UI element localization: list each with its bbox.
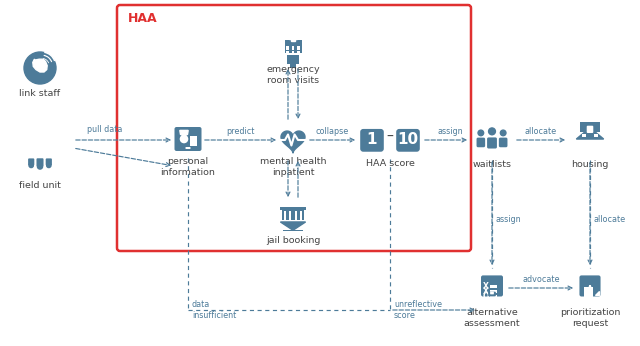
Text: –: – — [387, 130, 394, 144]
FancyBboxPatch shape — [490, 292, 494, 294]
Bar — [291, 64, 296, 68]
Bar — [582, 134, 586, 137]
Text: X: X — [483, 287, 489, 296]
Bar — [292, 46, 294, 50]
FancyBboxPatch shape — [488, 292, 496, 297]
Circle shape — [500, 130, 506, 136]
Circle shape — [488, 128, 495, 135]
Bar — [286, 46, 289, 50]
FancyBboxPatch shape — [579, 275, 600, 297]
Bar — [291, 33, 295, 41]
Bar — [584, 294, 593, 298]
Bar — [297, 46, 300, 50]
Text: advocate: advocate — [522, 275, 560, 284]
Text: HAA: HAA — [128, 12, 157, 25]
Circle shape — [47, 163, 51, 167]
Bar — [284, 211, 287, 220]
Text: HAA score: HAA score — [365, 159, 415, 168]
Text: alternative
assessment: alternative assessment — [464, 308, 520, 328]
Text: collapse: collapse — [316, 127, 349, 137]
Bar — [490, 290, 497, 293]
Text: assign: assign — [437, 127, 463, 137]
Bar — [189, 143, 197, 146]
Polygon shape — [180, 130, 188, 136]
Text: pull data: pull data — [87, 126, 123, 135]
Text: mental health
inpatient: mental health inpatient — [260, 157, 326, 177]
Polygon shape — [280, 222, 306, 230]
Bar — [594, 134, 598, 137]
Text: predict: predict — [226, 127, 254, 137]
FancyBboxPatch shape — [184, 146, 193, 151]
Bar — [490, 285, 497, 288]
Polygon shape — [577, 128, 604, 139]
Text: unreflective
score: unreflective score — [394, 300, 442, 320]
Text: X: X — [483, 282, 489, 291]
Text: O: O — [483, 292, 490, 301]
Bar — [584, 286, 593, 290]
Bar — [286, 51, 289, 55]
Bar — [297, 51, 300, 55]
Bar — [584, 290, 593, 294]
Bar — [300, 211, 301, 220]
FancyBboxPatch shape — [481, 275, 503, 297]
Text: personal
information: personal information — [161, 157, 216, 177]
Circle shape — [24, 52, 56, 84]
Polygon shape — [281, 131, 305, 153]
Text: jail booking: jail booking — [266, 236, 320, 245]
Text: link staff: link staff — [19, 89, 61, 98]
Bar — [584, 298, 593, 302]
FancyBboxPatch shape — [587, 126, 593, 133]
Bar — [490, 295, 497, 298]
Bar — [283, 230, 303, 231]
FancyBboxPatch shape — [499, 138, 508, 147]
Text: emergency
room visits: emergency room visits — [266, 65, 320, 85]
Bar — [294, 211, 296, 220]
Circle shape — [478, 130, 484, 136]
Circle shape — [180, 135, 188, 143]
Circle shape — [29, 163, 33, 167]
Bar — [282, 210, 304, 220]
FancyBboxPatch shape — [45, 158, 52, 165]
Polygon shape — [589, 286, 591, 293]
Bar — [189, 136, 197, 139]
Bar — [189, 139, 197, 142]
Text: assign: assign — [496, 216, 522, 225]
Bar — [292, 51, 294, 55]
Polygon shape — [595, 291, 598, 295]
FancyBboxPatch shape — [487, 137, 497, 148]
Bar — [280, 207, 306, 210]
Text: 1: 1 — [367, 132, 377, 147]
Text: prioritization
request: prioritization request — [560, 308, 620, 328]
FancyBboxPatch shape — [396, 129, 420, 152]
FancyBboxPatch shape — [477, 138, 485, 147]
Bar — [289, 211, 291, 220]
Bar — [580, 122, 600, 132]
Text: waitlists: waitlists — [472, 160, 511, 169]
FancyBboxPatch shape — [175, 127, 202, 151]
Bar — [289, 35, 297, 39]
FancyBboxPatch shape — [36, 158, 44, 166]
Circle shape — [37, 164, 43, 169]
Polygon shape — [33, 59, 47, 72]
FancyBboxPatch shape — [186, 147, 191, 149]
Text: data
insufficient: data insufficient — [192, 300, 236, 320]
Text: housing: housing — [572, 160, 609, 169]
Bar — [285, 39, 301, 53]
Text: 10: 10 — [397, 132, 419, 147]
Bar — [287, 55, 300, 64]
Bar — [595, 125, 598, 129]
Text: field unit: field unit — [19, 181, 61, 190]
Text: allocate: allocate — [594, 216, 626, 225]
Text: allocate: allocate — [525, 127, 557, 137]
FancyBboxPatch shape — [28, 158, 35, 165]
FancyBboxPatch shape — [360, 129, 384, 152]
